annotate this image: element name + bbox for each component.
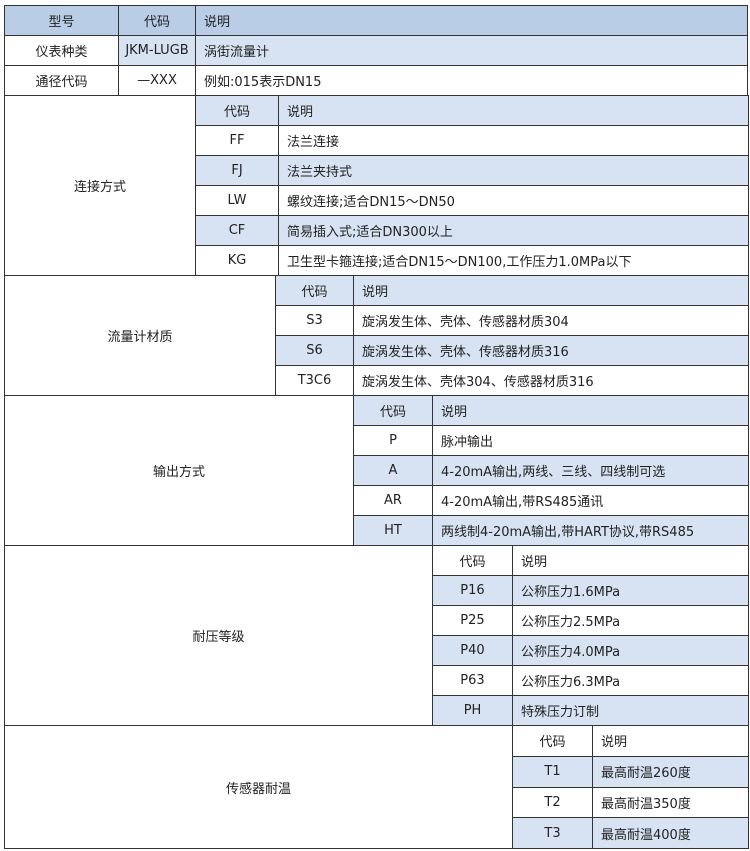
pressure-row-desc: 公称压力4.0MPa (512, 635, 749, 666)
instrument-type-code: JKM-LUGB (118, 35, 196, 66)
diameter-code-desc: 例如:015表示DN15 (195, 65, 748, 96)
material-row-code: S6 (275, 335, 354, 366)
connection-row-desc: 法兰夹持式 (278, 155, 749, 186)
temperature-row-code: T3 (512, 817, 593, 849)
pressure-section-label: 耐压等级 (4, 545, 433, 726)
connection-row-code: KG (195, 245, 279, 276)
output-row-desc: 4-20mA输出,两线、三线、四线制可选 (432, 455, 749, 486)
output-row-code: AR (353, 485, 433, 516)
connection-row-code: CF (195, 215, 279, 246)
connection-row-code: FF (195, 125, 279, 156)
pressure-row-desc: 公称压力2.5MPa (512, 605, 749, 636)
connection-row-code: LW (195, 185, 279, 216)
temperature-code-header: 代码 (512, 725, 593, 757)
connection-row-desc: 螺纹连接;适合DN15～DN50 (278, 185, 749, 216)
material-desc-header: 说明 (353, 275, 749, 306)
temperature-row-desc: 最高耐温260度 (592, 755, 749, 788)
output-section-label: 输出方式 (4, 395, 354, 546)
instrument-type-desc: 涡街流量计 (195, 35, 748, 66)
connection-row-desc: 卫生型卡箍连接;适合DN15～DN100,工作压力1.0MPa以下 (278, 245, 749, 276)
pressure-desc-header: 说明 (512, 545, 749, 576)
pressure-row-desc: 公称压力1.6MPa (512, 575, 749, 606)
output-row-desc: 脉冲输出 (432, 425, 749, 456)
pressure-row-code: P25 (432, 605, 513, 636)
connection-section-label: 连接方式 (4, 95, 196, 276)
connection-desc-header: 说明 (278, 95, 749, 126)
temperature-row-desc: 最高耐温400度 (592, 817, 749, 849)
output-code-header: 代码 (353, 395, 433, 426)
material-row-desc: 旋涡发生体、壳体、传感器材质304 (353, 305, 749, 336)
temperature-section-label: 传感器耐温 (4, 725, 513, 849)
output-row-desc: 4-20mA输出,带RS485通讯 (432, 485, 749, 516)
output-row-code: A (353, 455, 433, 486)
pressure-row-desc: 特殊压力订制 (512, 695, 749, 726)
temperature-row-code: T1 (512, 755, 593, 788)
header-code: 代码 (118, 5, 196, 36)
pressure-row-code: PH (432, 695, 513, 726)
material-row-code: T3C6 (275, 365, 354, 396)
instrument-type-label: 仪表种类 (4, 35, 119, 66)
temperature-row-code: T2 (512, 786, 593, 819)
diameter-code-code: —XXX (118, 65, 196, 96)
temperature-row-desc: 最高耐温350度 (592, 786, 749, 819)
pressure-row-code: P40 (432, 635, 513, 666)
header-desc: 说明 (195, 5, 748, 36)
output-desc-header: 说明 (432, 395, 749, 426)
material-row-desc: 旋涡发生体、壳体、传感器材质316 (353, 335, 749, 366)
connection-row-desc: 简易插入式;适合DN300以上 (278, 215, 749, 246)
material-row-desc: 旋涡发生体、壳体304、传感器材质316 (353, 365, 749, 396)
material-code-header: 代码 (275, 275, 354, 306)
material-row-code: S3 (275, 305, 354, 336)
temperature-desc-header: 说明 (592, 725, 749, 757)
output-row-code: P (353, 425, 433, 456)
output-row-code: HT (353, 515, 433, 546)
header-model: 型号 (4, 5, 119, 36)
connection-row-code: FJ (195, 155, 279, 186)
connection-code-header: 代码 (195, 95, 279, 126)
output-row-desc: 两线制4-20mA输出,带HART协议,带RS485 (432, 515, 749, 546)
diameter-code-label: 通径代码 (4, 65, 119, 96)
pressure-row-code: P63 (432, 665, 513, 696)
pressure-row-desc: 公称压力6.3MPa (512, 665, 749, 696)
pressure-code-header: 代码 (432, 545, 513, 576)
material-section-label: 流量计材质 (4, 275, 276, 396)
pressure-row-code: P16 (432, 575, 513, 606)
connection-row-desc: 法兰连接 (278, 125, 749, 156)
